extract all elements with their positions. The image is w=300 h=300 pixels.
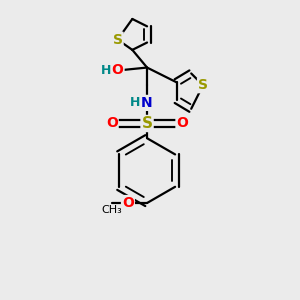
Text: O: O <box>106 116 118 130</box>
Text: H: H <box>100 64 111 77</box>
Text: H: H <box>130 96 140 110</box>
Text: S: S <box>198 78 208 92</box>
Text: S: S <box>142 116 153 131</box>
Text: CH₃: CH₃ <box>101 206 122 215</box>
Text: N: N <box>141 96 153 110</box>
Text: O: O <box>112 64 124 77</box>
Text: S: S <box>112 33 123 46</box>
Text: O: O <box>176 116 188 130</box>
Text: O: O <box>122 196 134 210</box>
